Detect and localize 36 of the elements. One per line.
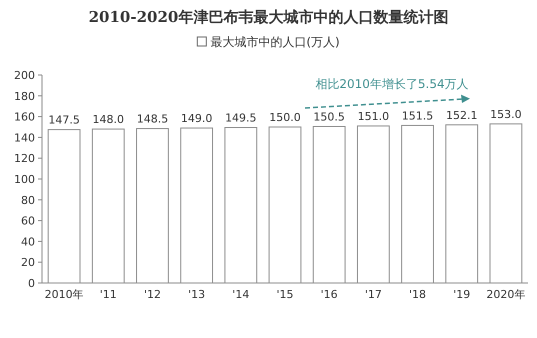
y-tick-label: 60 xyxy=(21,214,35,228)
data-label: 149.5 xyxy=(225,112,257,125)
x-tick-label: '11 xyxy=(100,288,117,301)
x-tick-label: '17 xyxy=(364,288,382,301)
y-tick-label: 0 xyxy=(28,277,35,290)
data-label: 151.0 xyxy=(358,110,390,123)
y-tick-label: 20 xyxy=(21,256,35,270)
y-tick-label: 40 xyxy=(21,235,35,248)
y-tick-label: 140 xyxy=(14,131,35,144)
data-label: 153.0 xyxy=(490,108,522,121)
y-tick-label: 160 xyxy=(14,110,35,124)
y-tick-label: 120 xyxy=(14,152,35,166)
x-tick-label: '15 xyxy=(276,288,294,301)
x-tick-label: '14 xyxy=(232,288,250,301)
data-label: 152.1 xyxy=(446,108,478,122)
data-label: 150.5 xyxy=(313,110,345,124)
data-label: 147.5 xyxy=(48,114,80,127)
x-tick-label: '12 xyxy=(144,288,161,301)
x-tick-label: '16 xyxy=(320,288,338,301)
y-tick-label: 180 xyxy=(14,90,35,103)
y-tick-label: 100 xyxy=(14,173,35,186)
data-label: 148.5 xyxy=(136,112,168,126)
data-label: 150.0 xyxy=(269,111,301,124)
x-tick-label: '13 xyxy=(188,288,206,301)
x-tick-label: 2020年 xyxy=(486,288,526,301)
x-tick-label: '18 xyxy=(409,288,426,301)
chart-title: 2010-2020年津巴布韦最大城市中的人口数量统计图 xyxy=(88,8,448,26)
text: 最大城市中的人口(万人) xyxy=(210,35,340,49)
y-tick-label: 80 xyxy=(21,194,35,207)
x-tick-label: '19 xyxy=(453,288,470,301)
data-label: 151.5 xyxy=(402,109,434,122)
y-tick-label: 200 xyxy=(14,69,35,82)
annotation: 相比2010年增长了5.54万人 xyxy=(315,77,469,91)
x-tick-label: 2010年 xyxy=(44,288,84,301)
data-label: 149.0 xyxy=(180,112,212,126)
data-label: 148.0 xyxy=(92,113,124,126)
